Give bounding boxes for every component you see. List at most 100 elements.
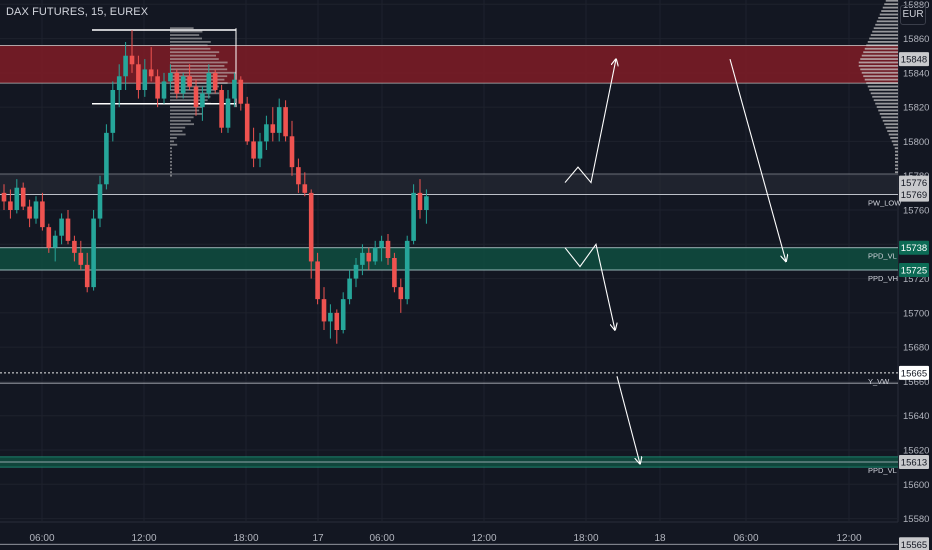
candle-body [257, 141, 263, 159]
volume-profile-bar [884, 3, 898, 6]
price-badge-label: 15776 [901, 178, 927, 189]
volume-profile-bar [879, 113, 898, 115]
time-tick-label: 17 [312, 533, 324, 544]
price-tick-label: 15620 [903, 446, 929, 457]
volume-profile-bar [170, 147, 172, 150]
level-label: PW_LOW [868, 199, 902, 208]
level-label: PPD_VL [868, 252, 897, 261]
candle-body [321, 299, 327, 322]
price-badge-label: 15848 [901, 55, 927, 66]
volume-profile-bar [170, 171, 172, 174]
candle-body [104, 132, 109, 185]
candle-body [174, 72, 180, 94]
candle-body [59, 218, 64, 236]
candle-body [91, 218, 96, 288]
price-axis[interactable]: 1556015580156001562015640156601568015700… [899, 0, 929, 550]
candle-body [65, 218, 71, 241]
volume-profile-bar [170, 51, 220, 54]
price-badge-label: 15565 [901, 540, 927, 550]
volume-profile-bar [858, 61, 898, 64]
currency-selector[interactable]: EUR [900, 5, 926, 25]
candle-body [1, 192, 7, 202]
candle-body [20, 187, 26, 207]
candle-body [212, 72, 218, 90]
time-tick-label: 18 [654, 533, 666, 544]
lower-projection-arrow [564, 242, 615, 330]
volume-profile-bar [170, 143, 178, 146]
candle-body [347, 278, 352, 300]
price-badge-label: 15725 [901, 266, 927, 277]
level-label: PPD_VL [868, 466, 897, 475]
volume-profile-bar [881, 10, 898, 12]
volume-profile-bar [170, 41, 211, 43]
volume-profile-bar [873, 27, 898, 30]
volume-profile-bar [863, 51, 898, 54]
price-tick-label: 15660 [903, 377, 929, 388]
volume-profile-bar [170, 44, 208, 47]
volume-profile-bar [860, 58, 898, 60]
time-axis[interactable]: 06:00 12:00 18:00 17 06:00 12:00 18:00 18 06:00 1… [29, 533, 861, 544]
volume-profile-bar [858, 65, 898, 67]
volume-profile-bar [870, 34, 898, 36]
candle-body [398, 287, 404, 300]
price-tick-label: 15860 [903, 34, 929, 45]
candle-body [302, 184, 308, 193]
level-label: PPD_VH [868, 274, 898, 283]
time-tick-label: 06:00 [29, 533, 54, 544]
volume-profile-bar [869, 89, 898, 91]
candle-body [123, 55, 128, 77]
volume-profile-bar [170, 106, 202, 108]
candle-body [40, 201, 45, 228]
volume-profile-bar [170, 27, 194, 30]
candle-body [392, 258, 397, 288]
volume-profile-bar [895, 157, 898, 160]
price-badge [899, 52, 929, 67]
candle-body [52, 235, 58, 248]
volume-profile-bar [875, 102, 898, 105]
candle-body [206, 72, 212, 94]
candle-body [404, 240, 410, 300]
price-tick-label: 15840 [903, 68, 929, 79]
candle-body [353, 264, 359, 279]
price-badge [899, 537, 929, 550]
volume-profile-bar [170, 140, 174, 143]
level-lines: PW_LOW PPD_VL PPD_VH Y_VW PPD_VL PM_LOW [0, 194, 902, 550]
volume-profile-bar [170, 68, 228, 71]
volume-profile-bar [170, 71, 236, 74]
volume-profile-bar [170, 109, 200, 112]
volume-profile-bar [891, 140, 898, 143]
volume-profile-bar [879, 13, 898, 16]
candle-body [193, 86, 199, 108]
volume-profile-bar [170, 78, 225, 81]
volume-profile [92, 0, 898, 177]
candle-body [276, 107, 282, 133]
volume-profile-bar [878, 109, 898, 112]
price-badge-label: 15613 [901, 458, 927, 469]
price-badge [899, 365, 929, 380]
volume-profile-bar [170, 82, 228, 84]
price-badge [899, 187, 929, 202]
volume-profile-bar [170, 113, 203, 115]
price-badge [899, 263, 929, 277]
candle-body [200, 93, 205, 108]
drawn-projections [564, 59, 786, 464]
volume-profile-bar [872, 30, 898, 33]
candle-body [328, 312, 333, 322]
volume-profile-bar [870, 92, 898, 95]
candle-body [72, 240, 77, 253]
volume-profile-bar [170, 137, 177, 139]
volume-profile-bar [895, 167, 898, 170]
candle-body [46, 227, 52, 248]
volume-profile-bar [890, 137, 898, 139]
volume-profile-bar [888, 133, 898, 136]
candle-body [244, 103, 250, 142]
time-tick-label: 18:00 [233, 533, 258, 544]
candle-body [187, 76, 192, 87]
candle-body [33, 201, 39, 219]
candle-body [334, 312, 340, 330]
volume-profile-bar [878, 17, 898, 19]
volume-profile-bar [869, 37, 898, 40]
time-tick-label: 06:00 [733, 533, 758, 544]
price-badge-label: 15769 [901, 190, 927, 201]
